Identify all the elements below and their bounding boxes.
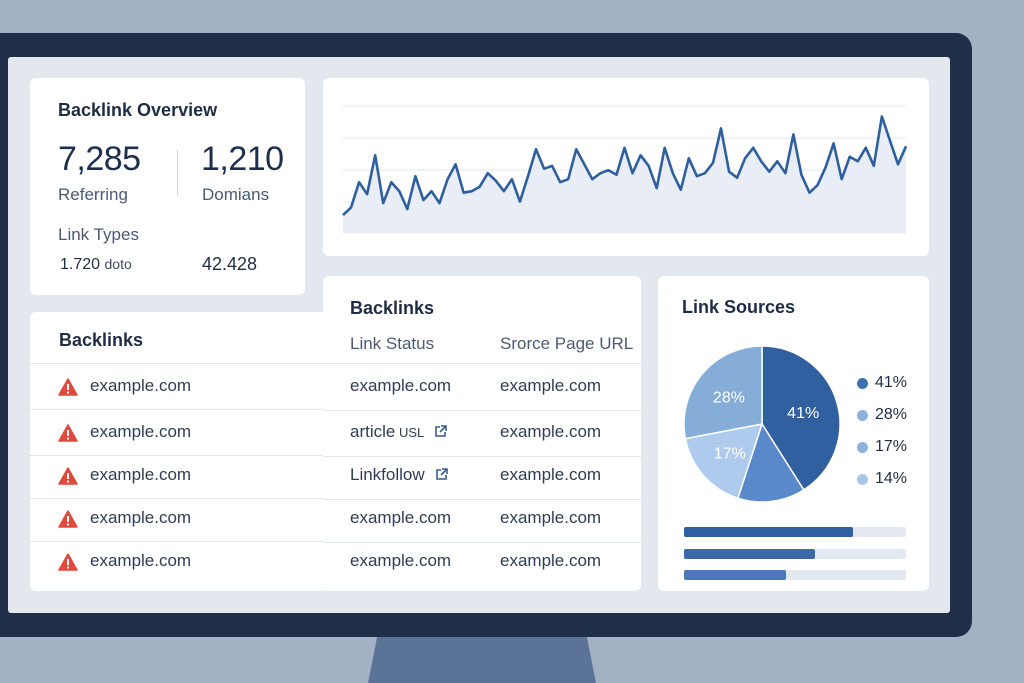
progress-bar	[684, 549, 906, 559]
source-page-url[interactable]: example.com	[500, 376, 602, 395]
backlink-domain[interactable]: example.com	[90, 465, 192, 484]
monitor-stand	[368, 637, 596, 683]
legend-dot	[857, 442, 868, 453]
link-status-text: example.com	[350, 551, 452, 570]
link-type-1-unit: doto	[104, 256, 132, 272]
backlink-domain[interactable]: example.com	[90, 508, 192, 527]
backlinks-domain-card: Backlinks example.com example.com example.…	[30, 312, 325, 591]
progress-bar	[684, 570, 906, 580]
link-type-1: 1.720 doto	[60, 256, 132, 274]
progress-bar	[684, 527, 906, 537]
link-status-text: example.com	[350, 508, 452, 527]
backlinks-left-title: Backlinks	[59, 330, 144, 350]
metric-divider	[177, 150, 178, 196]
domains-count: 1,210	[201, 140, 284, 178]
progress-bar-fill	[684, 527, 853, 537]
source-page-url[interactable]: example.com	[500, 465, 602, 484]
pie-slice[interactable]	[736, 422, 805, 503]
link-status-cell[interactable]: article USL	[350, 422, 448, 443]
pie-slice-label: 41%	[787, 405, 819, 422]
header-divider	[30, 363, 325, 364]
link-status-text: example.com	[350, 376, 452, 395]
trend-chart-card	[323, 78, 929, 256]
pie-slice[interactable]	[684, 423, 764, 500]
trend-area	[343, 116, 906, 233]
legend-dot	[857, 474, 868, 485]
link-status-cell[interactable]: example.com	[350, 376, 451, 396]
backlinks-table-card: Backlinks Link Status Srorce Page URL ex…	[323, 276, 641, 591]
warning-icon	[58, 553, 78, 571]
row-divider	[30, 409, 325, 410]
trend-line	[342, 115, 908, 217]
source-page-url[interactable]: example.com	[500, 551, 602, 570]
source-page-url[interactable]: example.com	[500, 508, 602, 527]
progress-bar-fill	[684, 570, 787, 580]
backlinks-right-title: Backlinks	[350, 298, 435, 318]
row-divider	[323, 456, 641, 457]
progress-bar-fill	[684, 549, 815, 559]
link-types-label: Link Types	[58, 225, 139, 244]
warning-icon	[58, 467, 78, 485]
trend-line-chart	[342, 105, 908, 234]
pie-slice-label: 28%	[713, 390, 745, 407]
link-status-text: Linkfollow	[350, 465, 425, 484]
pie-slice-label: 17%	[714, 445, 746, 462]
referring-count: 7,285	[58, 140, 141, 178]
column-header-source-url[interactable]: Srorce Page URL	[500, 334, 634, 353]
referring-label: Referring	[58, 185, 128, 204]
column-header-link-status[interactable]: Link Status	[350, 334, 435, 353]
link-sources-pie: 41% 17% 28%	[683, 345, 841, 503]
link-status-cell[interactable]: example.com	[350, 551, 451, 571]
overview-title: Backlink Overview	[58, 100, 218, 120]
row-divider	[323, 499, 641, 500]
link-status-suffix: USL	[395, 425, 425, 440]
external-link-icon[interactable]	[434, 423, 448, 443]
row-divider	[323, 410, 641, 411]
row-divider	[30, 455, 325, 456]
header-divider	[323, 363, 641, 364]
source-page-url[interactable]: example.com	[500, 422, 602, 441]
row-divider	[30, 541, 325, 542]
link-type-1-value: 1.720	[60, 256, 101, 273]
external-link-icon[interactable]	[435, 466, 448, 486]
backlink-overview-card: Backlink Overview 7,285 Referring 1,210 …	[30, 78, 305, 295]
legend-dot	[857, 378, 868, 389]
legend-label: 41%	[875, 374, 908, 391]
row-divider	[30, 498, 325, 499]
link-status-text: article	[350, 422, 396, 441]
link-status-cell[interactable]: Linkfollow	[350, 465, 448, 486]
domains-label: Domians	[202, 185, 270, 204]
backlink-domain[interactable]: example.com	[90, 551, 192, 570]
legend-dot	[857, 410, 868, 421]
pie-slice[interactable]	[683, 345, 763, 440]
legend-label: 17%	[875, 438, 908, 455]
backlink-domain[interactable]: example.com	[90, 422, 192, 441]
legend-label: 28%	[875, 406, 908, 423]
link-sources-card: Link Sources 41% 17% 28% 41% 28% 17% 14%	[658, 276, 929, 591]
link-type-2-value: 42.428	[202, 254, 258, 274]
row-divider	[323, 542, 641, 543]
warning-icon	[58, 378, 78, 396]
warning-icon	[58, 510, 78, 528]
legend-label: 14%	[875, 470, 908, 487]
warning-icon	[58, 424, 78, 442]
link-sources-title: Link Sources	[682, 297, 796, 317]
backlink-domain[interactable]: example.com	[90, 376, 192, 395]
link-status-cell[interactable]: example.com	[350, 508, 451, 528]
